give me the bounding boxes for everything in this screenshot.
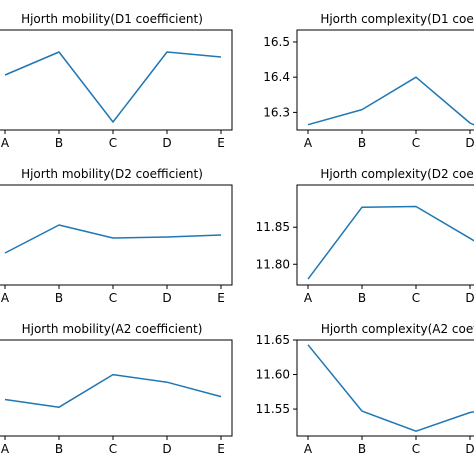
subplot-5: Hjorth mobility(A2 coefficient) A B C D E — [0, 322, 233, 456]
x-tick-label: D — [162, 136, 171, 150]
x-tick-label: D — [465, 291, 474, 305]
x-tick-label: C — [109, 291, 117, 305]
x-tick-label: C — [412, 442, 420, 456]
series-line — [307, 344, 474, 432]
axes-frame — [0, 184, 233, 286]
series-line — [4, 224, 222, 254]
x-tick-label: B — [358, 136, 366, 150]
subplot-title: Hjorth mobility(D2 coefficient) — [21, 167, 203, 181]
x-tick-label: A — [304, 442, 313, 456]
x-tick-label: A — [1, 291, 10, 305]
series-line — [307, 205, 474, 280]
y-tick-label: 11.60 — [256, 368, 290, 382]
y-tick-label: 16.3 — [263, 105, 290, 119]
subplot-4: Hjorth complexity(D2 coefficient) A B C D 11.… — [256, 167, 474, 305]
subplot-title: Hjorth complexity(D1 coefficient) — [320, 12, 474, 26]
x-tick-label: D — [465, 442, 474, 456]
series-line — [4, 51, 222, 123]
axes-frame — [296, 339, 474, 437]
x-tick-label: C — [412, 136, 420, 150]
subplot-title: Hjorth complexity(A2 coefficient) — [321, 322, 474, 336]
x-tick-label: C — [109, 136, 117, 150]
y-tick-label: 11.55 — [256, 402, 290, 416]
x-tick-label: B — [55, 136, 63, 150]
x-tick-label: C — [412, 291, 420, 305]
x-tick-label: E — [217, 291, 225, 305]
axes-frame — [296, 184, 474, 286]
x-tick-label: B — [55, 442, 63, 456]
x-tick-label: D — [162, 442, 171, 456]
subplot-title: Hjorth mobility(D1 coefficient) — [21, 12, 203, 26]
axes-frame — [296, 29, 474, 131]
series-line — [307, 76, 474, 126]
subplot-3: Hjorth mobility(D2 coefficient) A B C D E — [0, 167, 233, 305]
y-tick-label: 16.5 — [263, 35, 290, 49]
subplot-title: Hjorth mobility(A2 coefficient) — [22, 322, 203, 336]
series-line — [4, 373, 222, 408]
x-tick-label: A — [1, 136, 10, 150]
subplot-title: Hjorth complexity(D2 coefficient) — [320, 167, 474, 181]
x-tick-label: D — [465, 136, 474, 150]
subplot-6: Hjorth complexity(A2 coefficient) A B C D 11.… — [256, 322, 474, 456]
x-tick-label: B — [55, 291, 63, 305]
x-tick-label: D — [162, 291, 171, 305]
x-tick-label: C — [109, 442, 117, 456]
axes-frame — [0, 339, 233, 437]
x-tick-label: E — [217, 136, 225, 150]
axes-frame — [0, 29, 233, 131]
subplot-2: Hjorth complexity(D1 coefficient) A B C D 16.… — [263, 12, 474, 150]
subplot-1: Hjorth mobility(D1 coefficient) A B C D E — [0, 12, 233, 150]
x-tick-label: A — [304, 136, 313, 150]
x-tick-label: A — [1, 442, 10, 456]
y-tick-label: 16.4 — [263, 70, 290, 84]
y-tick-label: 11.85 — [256, 220, 290, 234]
x-tick-label: B — [358, 291, 366, 305]
y-tick-label: 11.80 — [256, 257, 290, 271]
x-tick-label: B — [358, 442, 366, 456]
x-tick-label: E — [217, 442, 225, 456]
x-tick-label: A — [304, 291, 313, 305]
y-tick-label: 11.65 — [256, 333, 290, 347]
